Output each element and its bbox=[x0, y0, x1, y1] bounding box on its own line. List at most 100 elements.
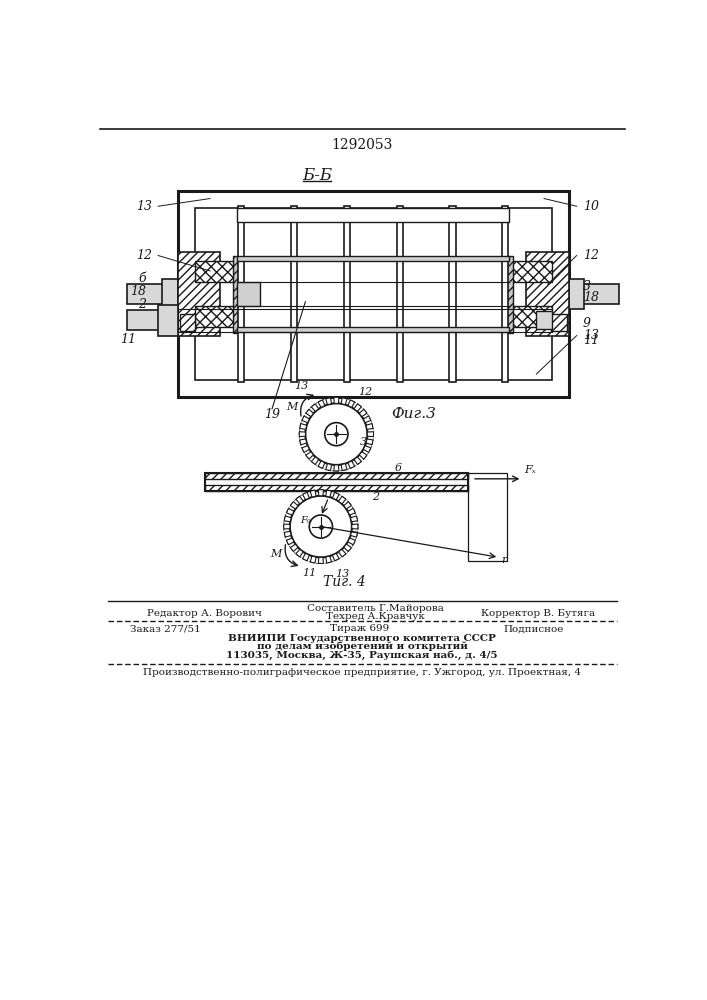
Polygon shape bbox=[300, 439, 307, 445]
Bar bbox=[177, 191, 569, 397]
Polygon shape bbox=[348, 538, 356, 545]
Polygon shape bbox=[310, 556, 316, 563]
Text: б: б bbox=[139, 272, 146, 285]
Polygon shape bbox=[318, 490, 323, 496]
Bar bbox=[162, 279, 177, 309]
Polygon shape bbox=[332, 553, 339, 561]
Polygon shape bbox=[299, 432, 305, 437]
Polygon shape bbox=[339, 496, 346, 504]
Text: 13: 13 bbox=[294, 381, 309, 391]
Bar bbox=[237, 327, 509, 332]
Polygon shape bbox=[286, 538, 294, 545]
Text: 12: 12 bbox=[583, 249, 599, 262]
Text: Заказ 277/51: Заказ 277/51 bbox=[131, 624, 201, 633]
Bar bbox=[509, 306, 552, 327]
Bar bbox=[237, 256, 509, 261]
Text: Б-Б: Б-Б bbox=[302, 167, 332, 184]
Polygon shape bbox=[354, 404, 361, 411]
Polygon shape bbox=[302, 446, 310, 452]
Polygon shape bbox=[300, 424, 307, 429]
Polygon shape bbox=[302, 416, 310, 423]
Polygon shape bbox=[296, 496, 303, 504]
Bar bbox=[180, 314, 195, 331]
Polygon shape bbox=[318, 400, 325, 407]
Bar bbox=[127, 310, 177, 330]
Bar bbox=[194, 208, 552, 380]
Bar bbox=[158, 305, 177, 336]
Text: Тираж 699: Тираж 699 bbox=[330, 624, 390, 633]
Bar bbox=[237, 208, 509, 222]
Polygon shape bbox=[291, 502, 298, 509]
Polygon shape bbox=[284, 516, 291, 522]
Text: 13: 13 bbox=[583, 329, 599, 342]
Polygon shape bbox=[303, 553, 310, 561]
Text: 2: 2 bbox=[139, 298, 146, 311]
Polygon shape bbox=[296, 549, 303, 557]
Polygon shape bbox=[306, 409, 313, 417]
Text: 13: 13 bbox=[136, 200, 152, 213]
Text: M: M bbox=[270, 549, 281, 559]
Polygon shape bbox=[354, 457, 361, 465]
Text: 12: 12 bbox=[358, 387, 373, 397]
Polygon shape bbox=[311, 404, 319, 411]
Polygon shape bbox=[368, 432, 373, 437]
Bar bbox=[204, 473, 468, 479]
Bar bbox=[204, 485, 468, 491]
Polygon shape bbox=[326, 556, 332, 563]
Bar bbox=[526, 252, 569, 336]
Text: 6: 6 bbox=[395, 463, 402, 473]
Polygon shape bbox=[366, 439, 373, 445]
Text: 10: 10 bbox=[583, 200, 599, 213]
Polygon shape bbox=[366, 424, 373, 429]
Text: Τиг. 4: Τиг. 4 bbox=[323, 575, 366, 589]
Bar bbox=[551, 314, 566, 331]
Polygon shape bbox=[348, 461, 355, 468]
Circle shape bbox=[309, 515, 332, 538]
Polygon shape bbox=[352, 524, 358, 529]
Polygon shape bbox=[348, 508, 356, 515]
Polygon shape bbox=[311, 457, 319, 465]
Text: 11: 11 bbox=[120, 333, 136, 346]
Text: 13: 13 bbox=[335, 569, 350, 579]
Text: 3: 3 bbox=[360, 437, 367, 447]
Text: 18: 18 bbox=[131, 285, 146, 298]
Text: Fₓ: Fₓ bbox=[524, 465, 536, 475]
Bar bbox=[177, 252, 220, 336]
Polygon shape bbox=[334, 465, 339, 471]
Text: M: M bbox=[286, 402, 297, 412]
Polygon shape bbox=[306, 452, 313, 459]
Bar bbox=[344, 206, 350, 382]
Polygon shape bbox=[334, 397, 339, 403]
Text: Техред А.Кравчук: Техред А.Кравчук bbox=[326, 612, 425, 621]
Text: Подписное: Подписное bbox=[504, 624, 564, 633]
Text: 113035, Москва, Ж-35, Раушская наб., д. 4/5: 113035, Москва, Ж-35, Раушская наб., д. … bbox=[226, 650, 498, 660]
Text: Составитель Г.Майорова: Составитель Г.Майорова bbox=[307, 604, 443, 613]
Text: 2: 2 bbox=[372, 492, 379, 502]
Polygon shape bbox=[332, 492, 339, 500]
Text: 12: 12 bbox=[136, 249, 152, 262]
Polygon shape bbox=[344, 502, 351, 509]
Polygon shape bbox=[310, 490, 316, 497]
Text: Фиг.3: Фиг.3 bbox=[392, 407, 436, 421]
Bar bbox=[468, 473, 507, 561]
Polygon shape bbox=[344, 544, 351, 551]
Polygon shape bbox=[351, 516, 358, 522]
Polygon shape bbox=[363, 446, 371, 452]
Polygon shape bbox=[341, 464, 347, 471]
Text: 11: 11 bbox=[583, 334, 599, 347]
Polygon shape bbox=[359, 409, 367, 417]
Polygon shape bbox=[303, 492, 310, 500]
Polygon shape bbox=[284, 531, 291, 537]
Bar bbox=[237, 282, 260, 306]
Text: Производственно-полиграфическое предприятие, г. Ужгород, ул. Проектная, 4: Производственно-полиграфическое предприя… bbox=[143, 668, 581, 677]
Text: 19: 19 bbox=[264, 408, 280, 421]
Bar bbox=[509, 261, 552, 282]
Polygon shape bbox=[326, 398, 332, 405]
Polygon shape bbox=[351, 531, 358, 537]
Bar bbox=[569, 279, 585, 309]
Text: Редактор А. Ворович: Редактор А. Ворович bbox=[147, 609, 262, 618]
Polygon shape bbox=[326, 490, 332, 497]
Text: r: r bbox=[501, 555, 507, 565]
Bar bbox=[569, 284, 619, 304]
Bar bbox=[397, 206, 403, 382]
